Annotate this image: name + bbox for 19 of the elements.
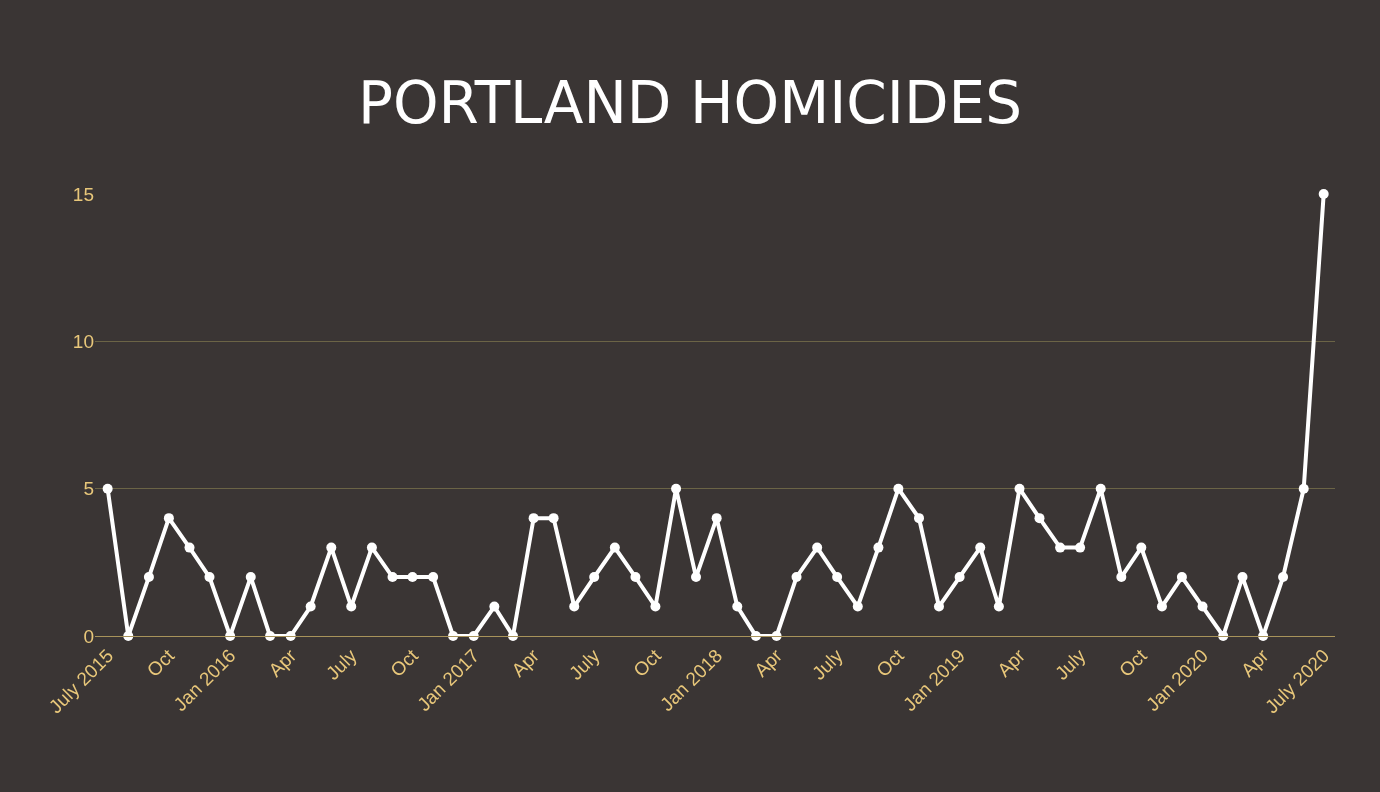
x-tick-label: Apr (1236, 644, 1274, 681)
x-tick-label: Oct (1115, 644, 1152, 681)
y-tick-label: 0 (83, 625, 94, 647)
x-tick-label: Apr (264, 644, 301, 681)
y-tick-label: 5 (83, 478, 94, 500)
x-tick-label: July (1050, 644, 1090, 684)
x-tick-label: Apr (750, 644, 787, 681)
x-tick-label: July (322, 644, 362, 684)
x-tick-label: Oct (629, 644, 666, 681)
x-tick-label: Apr (507, 644, 544, 681)
y-tick-label: 10 (72, 330, 94, 352)
x-tick-label: Oct (386, 644, 423, 681)
y-tick-label: 15 (72, 183, 94, 205)
x-tick-label: Oct (142, 644, 179, 681)
chart-title: PORTLAND HOMICIDES (357, 69, 1023, 138)
x-tick-label: July (807, 644, 848, 684)
x-tick-label: July (564, 644, 605, 684)
x-tick-label: Oct (872, 644, 909, 681)
x-tick-label: Apr (993, 644, 1030, 681)
